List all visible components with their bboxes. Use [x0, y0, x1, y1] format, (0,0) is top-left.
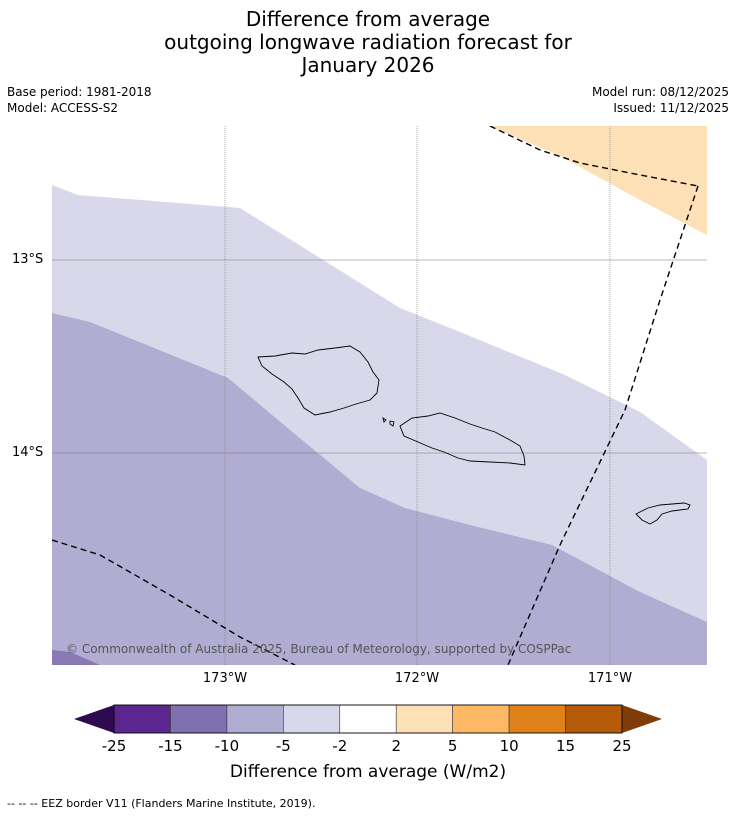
chart-title: Difference from average outgoing longwav…: [0, 8, 736, 77]
model-name: Model: ACCESS-S2: [7, 101, 119, 115]
colorbar-box-1: [170, 704, 228, 734]
colorbar-outline: [113, 704, 623, 734]
eez-borders: [52, 126, 699, 665]
colorbar-boxes: [113, 704, 623, 734]
colorbar-box-4: [339, 704, 397, 734]
eez-border-southwest: [52, 539, 296, 665]
map-credit: © Commonwealth of Australia 2025, Bureau…: [66, 642, 572, 656]
colorbar-box-3: [283, 704, 341, 734]
meta-right: Model run: 08/12/2025 Issued: 11/12/2025: [592, 84, 729, 116]
colorbar-tick-label: 10: [499, 737, 519, 755]
colorbar-box-7: [508, 704, 566, 734]
eez-footnote: -- -- -- EEZ border V11 (Flanders Marine…: [7, 797, 316, 810]
title-line-1: Difference from average: [245, 7, 491, 31]
map-plot-area: [52, 126, 707, 665]
eez-border-east: [507, 185, 699, 665]
meta-left: Base period: 1981-2018 Model: ACCESS-S2: [7, 84, 152, 116]
title-line-2: outgoing longwave radiation forecast for: [164, 30, 572, 54]
colorbar-tick-label: -25: [101, 737, 127, 755]
colorbar-box-2: [226, 704, 284, 734]
lon-label-172w: 172°W: [394, 671, 440, 686]
anomaly-region-dark: [52, 650, 100, 665]
island-upolu: [399, 412, 526, 466]
colorbar-box-6: [452, 704, 510, 734]
model-run: Model run: 08/12/2025: [591, 85, 729, 99]
colorbar-tick-label: -2: [332, 737, 348, 755]
colorbar-tick-label: 25: [612, 737, 632, 755]
island-tutuila: [635, 502, 691, 525]
colorbar-tick-label: 5: [447, 737, 458, 755]
coastlines: [257, 345, 691, 525]
island-savaii: [257, 345, 380, 416]
issued-date: Issued: 11/12/2025: [613, 101, 729, 115]
island-manono: [382, 416, 387, 423]
lat-label-13s: 13°S: [12, 252, 44, 267]
lon-label-173w: 173°W: [202, 671, 248, 686]
lat-label-14s: 14°S: [12, 445, 44, 460]
lon-label-171w: 171°W: [587, 671, 633, 686]
colorbar-tick-label: -15: [158, 737, 183, 755]
anomaly-region-mid: [52, 313, 707, 665]
colorbar-high-extend: [622, 705, 662, 733]
colorbar-box-8: [565, 704, 623, 734]
colorbar-tick-label: 15: [556, 737, 576, 755]
anomaly-region-positive: [490, 126, 707, 235]
title-line-3: January 2026: [301, 53, 435, 77]
colorbar-low-extend: [74, 705, 114, 733]
colorbar-tick-label: -10: [214, 737, 240, 755]
colorbar-label: Difference from average (W/m2): [229, 762, 507, 782]
colorbar-box-5: [395, 704, 453, 734]
colorbar-tick-label: 2: [391, 737, 401, 755]
island-apolima: [389, 420, 395, 427]
base-period: Base period: 1981-2018: [7, 85, 152, 99]
colorbar-tick-label: -5: [275, 737, 291, 755]
colorbar-box-0: [113, 704, 171, 734]
gridlines: [52, 126, 707, 665]
